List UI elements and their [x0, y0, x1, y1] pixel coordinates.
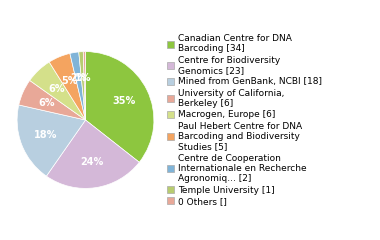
Wedge shape [86, 52, 154, 162]
Wedge shape [79, 52, 86, 120]
Wedge shape [46, 120, 139, 188]
Text: 2%: 2% [70, 73, 87, 83]
Text: 6%: 6% [38, 98, 55, 108]
Legend: Canadian Centre for DNA
Barcoding [34], Centre for Biodiversity
Genomics [23], M: Canadian Centre for DNA Barcoding [34], … [167, 34, 322, 206]
Text: 35%: 35% [112, 96, 135, 107]
Wedge shape [17, 105, 85, 176]
Text: 1%: 1% [74, 73, 91, 83]
Text: 24%: 24% [80, 157, 103, 167]
Wedge shape [19, 80, 86, 120]
Text: 18%: 18% [34, 130, 58, 140]
Wedge shape [30, 62, 86, 120]
Wedge shape [83, 52, 86, 120]
Text: 6%: 6% [48, 84, 65, 94]
Wedge shape [70, 52, 86, 120]
Wedge shape [49, 54, 86, 120]
Text: 5%: 5% [61, 76, 78, 86]
